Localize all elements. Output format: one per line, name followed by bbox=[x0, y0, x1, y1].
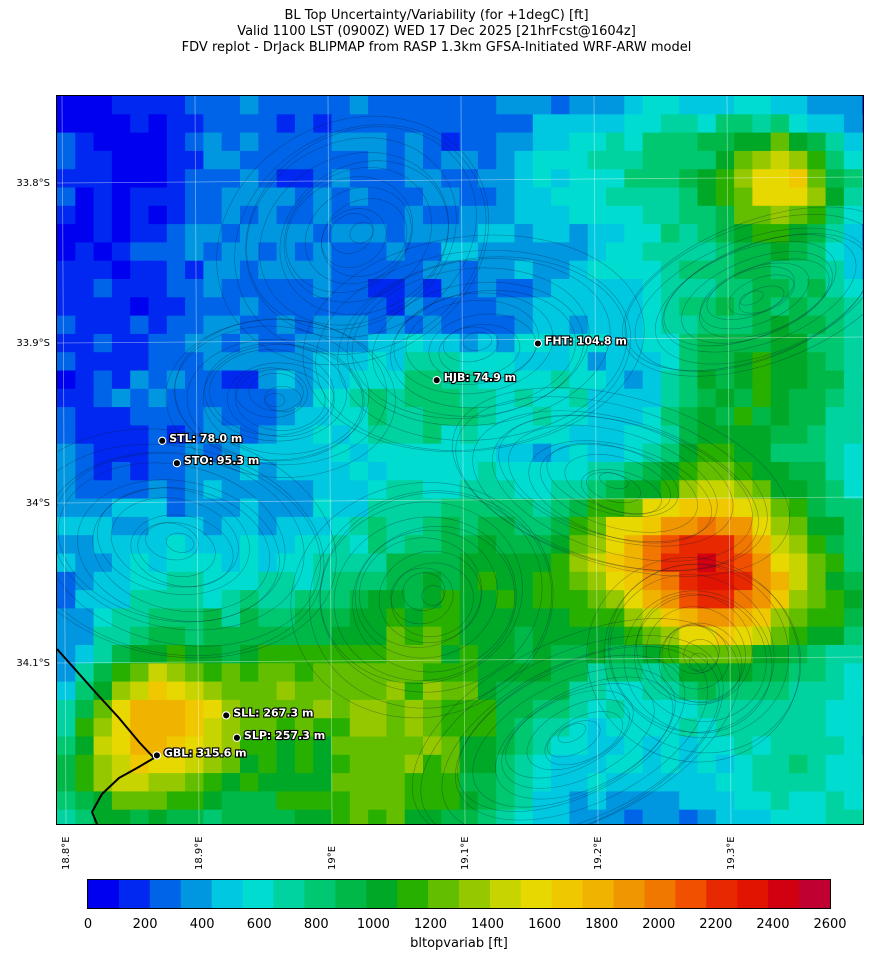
colorbar-tick-label: 800 bbox=[303, 917, 329, 932]
station-label: HJB: 74.9 m bbox=[444, 371, 516, 384]
colorbar-tick-label: 1400 bbox=[470, 917, 505, 932]
station-fht[interactable]: FHT: 104.8 m bbox=[533, 333, 628, 349]
colorbar-swatch bbox=[706, 880, 738, 908]
colorbar-swatch bbox=[520, 880, 553, 908]
graticule-lines bbox=[57, 96, 863, 824]
colorbar-swatch bbox=[428, 880, 460, 908]
colorbar-tick-label: 1600 bbox=[528, 917, 562, 932]
colorbar-swatch bbox=[613, 880, 646, 908]
station-marker bbox=[152, 751, 162, 760]
lon-tick-label: 18.8°E bbox=[61, 836, 72, 870]
colorbar-tick-label: 400 bbox=[189, 917, 215, 932]
colorbar-tick-label: 2200 bbox=[699, 917, 733, 932]
station-gbl[interactable]: GBL: 315.6 m bbox=[152, 745, 248, 761]
station-marker bbox=[232, 733, 242, 742]
colorbar-swatch bbox=[149, 880, 182, 908]
colorbar-swatch bbox=[180, 880, 213, 908]
station-sto[interactable]: STO: 95.3 m bbox=[172, 453, 260, 468]
lat-tick-label: 34.1°S bbox=[16, 658, 50, 669]
lon-tick-label: 19.3°E bbox=[726, 836, 737, 870]
colorbar-swatch bbox=[459, 880, 491, 908]
colorbar-tick-label: 200 bbox=[132, 917, 158, 932]
colorbar-swatch bbox=[489, 880, 522, 908]
station-marker bbox=[432, 376, 441, 385]
terrain-contours bbox=[57, 115, 863, 824]
colorbar-swatch bbox=[211, 880, 244, 908]
station-marker bbox=[222, 711, 231, 720]
raster-cells bbox=[57, 96, 863, 824]
colorbar-swatch bbox=[366, 880, 398, 908]
station-hjb[interactable]: HJB: 74.9 m bbox=[432, 370, 517, 385]
colorbar-swatches bbox=[88, 880, 830, 908]
colorbar-swatch bbox=[335, 880, 367, 908]
colorbar-swatch bbox=[242, 880, 275, 908]
colorbar-swatch bbox=[551, 880, 584, 908]
colorbar-swatch bbox=[768, 880, 800, 908]
lat-tick-label: 33.9°S bbox=[16, 338, 50, 349]
colorbar-tick-label: 1200 bbox=[413, 917, 447, 932]
colorbar-swatch bbox=[675, 880, 707, 908]
lat-tick-label: 33.8°S bbox=[16, 178, 50, 189]
colorbar-swatch bbox=[304, 880, 336, 908]
colorbar-label: bltopvariab [ft] bbox=[410, 936, 508, 951]
map-panel[interactable]: HJB: 74.9 m FHT: 104.8 m STL: 78.0 m STO: 9… bbox=[56, 95, 864, 825]
colorbar-tick-label: 600 bbox=[246, 917, 272, 932]
colorbar-swatch bbox=[397, 880, 429, 908]
station-stl[interactable]: STL: 78.0 m bbox=[158, 431, 243, 446]
station-label: STL: 78.0 m bbox=[169, 432, 242, 445]
map-title-line1: BL Top Uncertainty/Variability (for +1de… bbox=[284, 8, 589, 23]
colorbar-swatch bbox=[273, 880, 306, 908]
colorbar-tick-label: 0 bbox=[83, 917, 93, 932]
map-raster: HJB: 74.9 m FHT: 104.8 m STL: 78.0 m STO: 9… bbox=[57, 96, 863, 824]
colorbar-tick-label: 1800 bbox=[585, 917, 619, 932]
station-marker bbox=[158, 436, 167, 445]
station-label: FHT: 104.8 m bbox=[545, 335, 627, 348]
colorbar bbox=[87, 879, 831, 909]
lon-tick-label: 19.1°E bbox=[460, 836, 471, 870]
station-slp[interactable]: SLP: 257.3 m bbox=[232, 728, 326, 743]
lat-tick-label: 34°S bbox=[25, 498, 50, 509]
colorbar-tick-label: 2600 bbox=[813, 917, 847, 932]
station-marker bbox=[172, 459, 182, 468]
station-marker bbox=[533, 339, 543, 348]
colorbar-tick-label: 1000 bbox=[356, 917, 390, 932]
lon-tick-label: 18.9°E bbox=[194, 836, 205, 870]
station-label: GBL: 315.6 m bbox=[164, 746, 247, 759]
colorbar-swatch bbox=[118, 880, 151, 908]
colorbar-swatch bbox=[582, 880, 615, 908]
coastline bbox=[57, 648, 156, 824]
colorbar-swatch bbox=[737, 880, 769, 908]
lon-tick-label: 19°E bbox=[327, 845, 338, 870]
station-sll[interactable]: SLL: 267.3 m bbox=[222, 705, 315, 721]
map-title-line2: Valid 1100 LST (0900Z) WED 17 Dec 2025 [… bbox=[237, 24, 636, 39]
station-label: SLP: 257.3 m bbox=[244, 729, 325, 742]
station-label: STO: 95.3 m bbox=[184, 454, 259, 467]
colorbar-swatch bbox=[799, 880, 830, 908]
colorbar-swatch bbox=[644, 880, 677, 908]
colorbar-tick-label: 2400 bbox=[756, 917, 790, 932]
colorbar-tick-label: 2000 bbox=[642, 917, 676, 932]
lon-tick-label: 19.2°E bbox=[593, 836, 604, 870]
map-title-line3: FDV replot - DrJack BLIPMAP from RASP 1.… bbox=[181, 40, 692, 55]
station-label: SLL: 267.3 m bbox=[233, 706, 313, 719]
colorbar-swatch bbox=[88, 880, 120, 908]
